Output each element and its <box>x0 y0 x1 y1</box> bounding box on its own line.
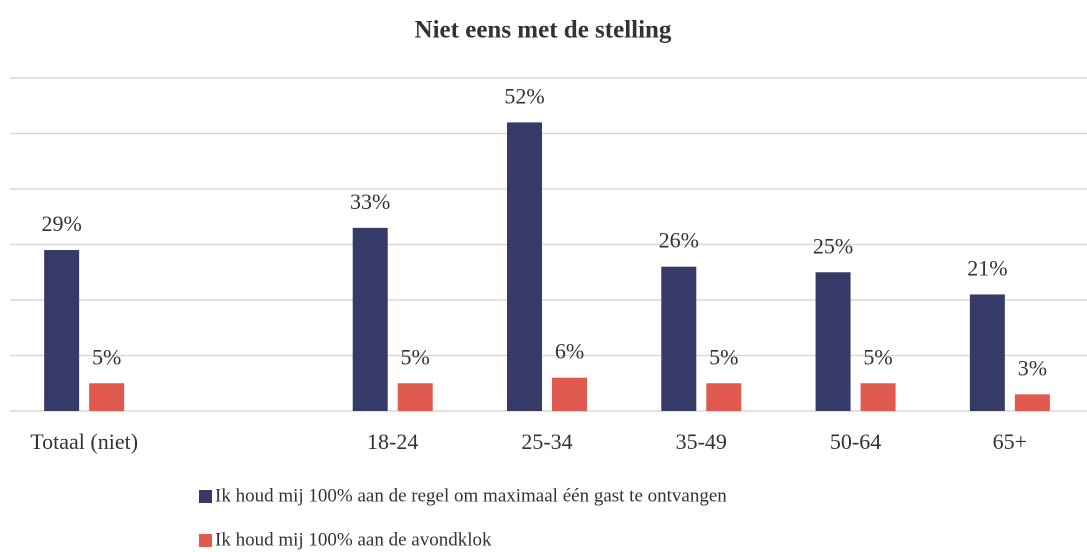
bar <box>815 272 851 411</box>
bar <box>507 122 542 412</box>
bar <box>552 377 587 411</box>
x-tick-label: 25-34 <box>521 429 572 454</box>
bar <box>352 227 388 411</box>
x-tick-label: 65+ <box>993 429 1027 454</box>
bar <box>1014 394 1050 411</box>
x-tick-label: Totaal (niet) <box>30 429 138 454</box>
data-label: 25% <box>813 233 853 258</box>
bar <box>706 383 742 411</box>
x-tick-label: 50-64 <box>830 429 881 454</box>
data-label: 5% <box>401 344 430 369</box>
x-tick-label: 18-24 <box>367 429 418 454</box>
data-label: 5% <box>92 344 121 369</box>
data-label: 21% <box>967 255 1007 280</box>
legend-label: Ik houd mij 100% aan de regel om maximaa… <box>215 485 727 506</box>
bar <box>860 383 896 411</box>
data-label: 5% <box>709 344 738 369</box>
data-label: 33% <box>350 189 390 214</box>
data-label: 6% <box>555 339 584 364</box>
data-label: 26% <box>659 228 699 253</box>
legend-label: Ik houd mij 100% aan de avondklok <box>215 529 492 550</box>
data-label: 29% <box>41 211 81 236</box>
chart-title: Niet eens met de stelling <box>415 17 672 44</box>
data-label: 3% <box>1018 355 1047 380</box>
legend-swatch <box>199 490 212 503</box>
bar <box>661 266 697 411</box>
x-tick-label: 35-49 <box>676 429 727 454</box>
bar <box>44 250 80 411</box>
legend-swatch <box>199 534 212 547</box>
bar <box>89 383 125 411</box>
bar <box>397 383 433 411</box>
data-label: 52% <box>504 83 544 108</box>
bar <box>969 294 1005 411</box>
data-label: 5% <box>863 344 892 369</box>
